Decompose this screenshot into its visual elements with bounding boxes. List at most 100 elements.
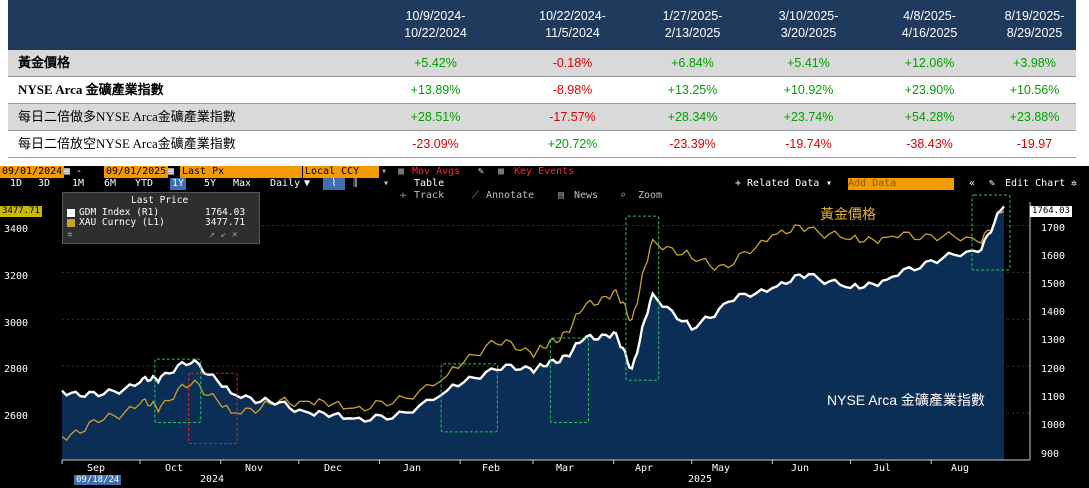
more-dropdown-icon[interactable]: ▾ — [383, 178, 390, 189]
annotate-button[interactable]: Annotate — [486, 190, 535, 201]
key-events-button[interactable]: Key Events — [514, 166, 575, 177]
period-ytd[interactable]: YTD — [135, 178, 154, 189]
month-label: Sep — [87, 463, 106, 474]
table-cell: -23.39% — [669, 137, 716, 151]
period-max[interactable]: Max — [233, 178, 252, 189]
table-cell: +10.92% — [783, 83, 834, 97]
col-header: 1/27/2025- 2/13/2025 — [662, 9, 723, 40]
edit-chart-button[interactable]: Edit Chart — [1005, 178, 1066, 189]
legend-series-name: GDM Index (R1) — [79, 207, 160, 218]
table-row: 每日二倍做多NYSE Arca金礦產業指數 +28.51% -17.57% +2… — [8, 104, 1076, 130]
start-date-field[interactable]: 09/01/2024 — [0, 166, 65, 178]
right-axis-label: 1200 — [1041, 364, 1066, 375]
currency-select[interactable]: Local CCY — [303, 166, 379, 178]
left-axis-label: 3200 — [4, 271, 29, 282]
chart-legend[interactable]: Last Price GDM Index (R1) 1764.03 XAU Cu… — [62, 192, 260, 244]
zoom-button[interactable]: Zoom — [638, 190, 663, 201]
checkbox-icon[interactable]: ■ — [398, 166, 405, 177]
table-cell: +10.56% — [1009, 83, 1060, 97]
table-cell: +28.34% — [667, 110, 718, 124]
table-cell: +20.72% — [547, 137, 598, 151]
price-field-select[interactable]: Last Px — [180, 166, 302, 178]
performance-table: 10/9/2024- 10/22/2024 10/22/2024- 11/5/202… — [8, 0, 1076, 158]
month-label: Jul — [873, 463, 892, 474]
pencil-icon[interactable]: ✎ — [478, 166, 485, 177]
gold-price-line — [61, 210, 1005, 442]
table-cell: +6.84% — [671, 56, 714, 70]
legend-expand-icon[interactable]: ↗ ↙ ✕ — [209, 229, 238, 240]
box-feb-rally — [440, 363, 498, 433]
add-data-input[interactable]: Add Data — [848, 178, 954, 190]
gear-icon[interactable]: ✲ — [1071, 178, 1078, 189]
collapse-icon[interactable]: « — [969, 178, 976, 189]
month-label: Dec — [324, 463, 343, 474]
table-header: 10/9/2024- 10/22/2024 10/22/2024- 11/5/202… — [8, 0, 1076, 50]
calendar-icon[interactable]: ▦ — [168, 166, 175, 177]
box-oct-nov-drop — [188, 372, 238, 445]
gdm-last-tag: 1764.03 — [1030, 206, 1072, 217]
table-cell: -17.57% — [549, 110, 596, 124]
table-cell: -0.18% — [552, 56, 593, 70]
month-label: Oct — [165, 463, 184, 474]
left-axis-label: 2800 — [4, 364, 29, 375]
related-data-button[interactable]: + Related Data — [735, 178, 820, 189]
col-header: 8/19/2025- 8/29/2025 — [1004, 9, 1065, 40]
table-row: 每日二倍放空NYSE Arca金礦產業指數 -23.09% +20.72% -2… — [8, 131, 1076, 157]
annotate-icon[interactable]: ⟋ — [472, 190, 479, 201]
right-axis-label: 900 — [1041, 449, 1060, 460]
month-label: Jun — [791, 463, 810, 474]
gdm-swatch — [67, 208, 75, 217]
table-cell: +3.98% — [1013, 56, 1056, 70]
track-button[interactable]: Track — [414, 190, 445, 201]
right-axis-label: 1400 — [1041, 307, 1066, 318]
period-6m[interactable]: 6M — [104, 178, 117, 189]
table-cell: +12.06% — [904, 56, 955, 70]
related-data-dropdown-icon[interactable]: ▾ — [826, 178, 833, 189]
legend-value: 3477.71 — [205, 217, 246, 228]
right-axis-label: 1100 — [1041, 392, 1066, 403]
line-chart-icon[interactable]: ⌇ — [323, 178, 345, 190]
news-button[interactable]: News — [574, 190, 599, 201]
edit-pencil-icon[interactable]: ✎ — [989, 178, 996, 189]
news-icon[interactable]: ▤ — [558, 190, 565, 201]
toolbar-row-3: ✛ Track ⟋ Annotate ▤ News ⌕ Zoom — [0, 190, 1089, 201]
month-label: May — [712, 463, 731, 474]
box-mar-rally — [549, 337, 589, 423]
currency-dropdown-icon[interactable]: ▾ — [381, 166, 388, 177]
legend-item-gdm: GDM Index (R1) — [67, 207, 159, 219]
table-cell: +5.42% — [414, 56, 457, 70]
row-label: NYSE Arca 金礦產業指數 — [18, 82, 164, 97]
mov-avgs-button[interactable]: Mov Avgs — [412, 166, 461, 177]
left-axis-label: 3400 — [4, 224, 29, 235]
checkbox-icon[interactable]: ■ — [498, 166, 505, 177]
period-1d[interactable]: 1D — [10, 178, 23, 189]
bloomberg-chart-panel: 09/01/2024 ▦ - 09/01/2025 ▦ Last Px Loca… — [0, 166, 1089, 488]
toolbar-row-2: 1D 3D 1M 6M YTD 1Y 5Y Max Daily ▼ ⌇ ⫼ ▾ … — [0, 178, 1089, 190]
table-row: NYSE Arca 金礦產業指數 +13.89% -8.98% +13.25% … — [8, 77, 1076, 103]
period-1m[interactable]: 1M — [72, 178, 85, 189]
period-1y[interactable]: 1Y — [170, 178, 187, 190]
right-axis-label: 1600 — [1041, 251, 1066, 262]
legend-title: Last Price — [131, 195, 189, 206]
month-label: Aug — [951, 463, 970, 474]
month-label: Apr — [635, 463, 654, 474]
zoom-icon[interactable]: ⌕ — [620, 190, 627, 201]
period-3d[interactable]: 3D — [38, 178, 51, 189]
frequency-select[interactable]: Daily — [270, 178, 301, 189]
gold-annotation: 黃金價格 — [820, 206, 876, 222]
table-cell: -38.43% — [906, 137, 953, 151]
track-icon[interactable]: ✛ — [400, 190, 407, 201]
col-header: 4/8/2025- 4/16/2025 — [901, 9, 958, 40]
frequency-dropdown-icon[interactable]: ▼ — [304, 178, 311, 189]
row-label: 每日二倍做多NYSE Arca金礦產業指數 — [18, 109, 236, 124]
left-axis-label: 3000 — [4, 318, 29, 329]
table-button[interactable]: Table — [414, 178, 445, 189]
table-cell: -19.74% — [785, 137, 832, 151]
table-cell: +23.90% — [904, 83, 955, 97]
legend-settings-icon[interactable]: ✲ — [67, 229, 73, 240]
bar-chart-icon[interactable]: ⫼ — [353, 178, 358, 189]
period-5y[interactable]: 5Y — [204, 178, 217, 189]
end-date-field[interactable]: 09/01/2025 — [104, 166, 169, 178]
table-cell: -19.97 — [1016, 137, 1053, 151]
calendar-icon[interactable]: ▦ - — [64, 166, 83, 177]
